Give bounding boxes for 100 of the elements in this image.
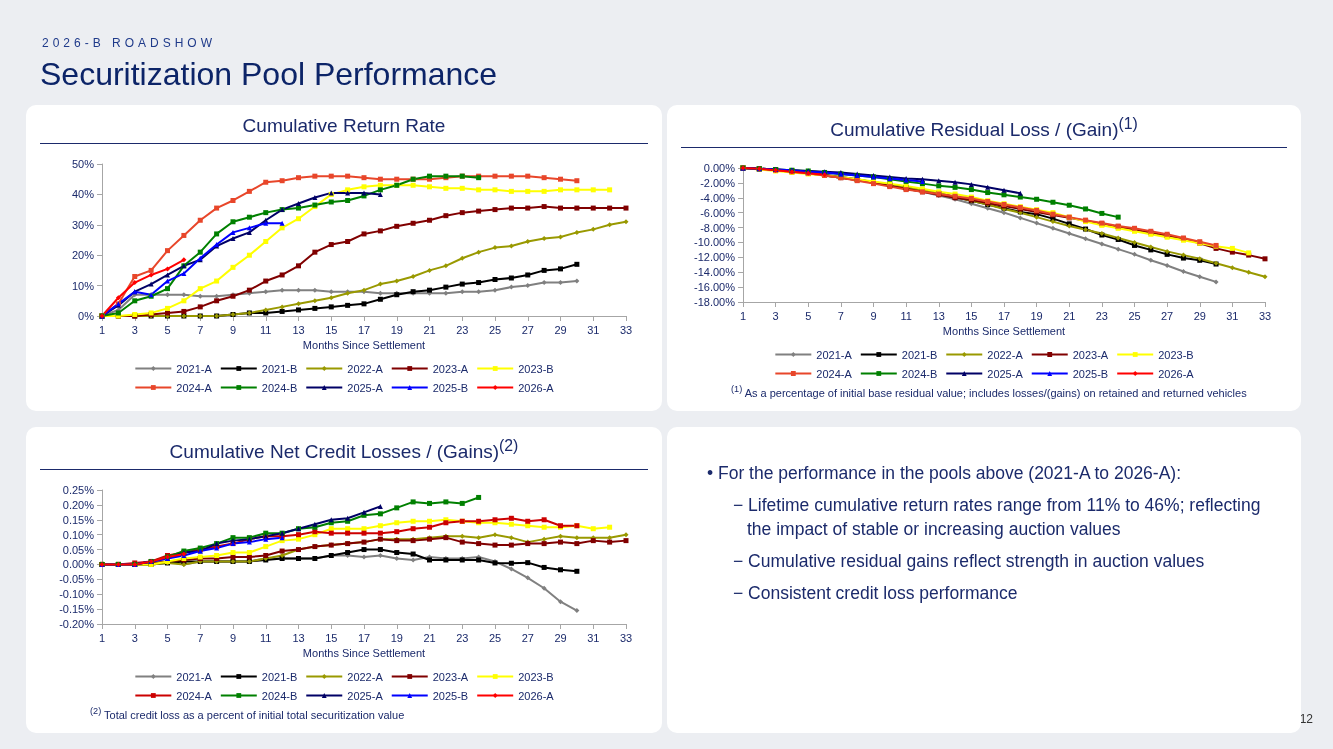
legend-label: 2026-A — [1158, 367, 1195, 380]
legend-label: 2024-B — [261, 689, 298, 702]
x-tick-label: 21 — [423, 631, 436, 644]
x-tick-label: 13 — [292, 631, 305, 644]
x-tick-label: 27 — [521, 323, 534, 336]
legend-label: 2021-B — [901, 348, 938, 361]
y-tick-label: 40% — [71, 188, 95, 201]
x-tick-label: 27 — [1161, 309, 1174, 322]
legend-label: 2025-B — [432, 381, 469, 394]
x-tick-label: 25 — [488, 323, 502, 336]
x-tick-label: 31 — [1226, 309, 1239, 322]
x-tick-label: 33 — [619, 631, 633, 644]
chart-title: Cumulative Residual Loss / (Gain)$^{(1)}$ — [681, 115, 1287, 149]
x-tick-label: 1 — [98, 631, 106, 644]
y-tick-label: -8.00% — [700, 221, 736, 234]
y-tick-label: 0% — [78, 310, 95, 322]
x-tick-label: 21 — [423, 323, 436, 336]
text: − Lifetime cumulative return rates range from 11% to 46%; reflecting the impact of stable or increasing auction values — [733, 494, 1261, 541]
x-tick-label: 7 — [197, 323, 204, 336]
legend-label: 2022-A — [347, 670, 384, 683]
legend-label: 2022-A — [987, 348, 1024, 361]
x-tick-label: 5 — [164, 323, 171, 336]
x-tick-label: 33 — [619, 323, 633, 336]
legend-label: 2023-A — [432, 670, 469, 683]
y-tick-label: 20% — [71, 249, 95, 262]
chart-title: Cumulative Net Credit Losses / (Gains)$^{(2)}$ — [40, 437, 648, 471]
legend-label: 2024-B — [901, 367, 938, 380]
y-tick-label: -4.00% — [700, 192, 736, 205]
legend-label: 2026-A — [518, 689, 555, 702]
x-axis-title: Months Since Settlement — [942, 325, 1066, 338]
y-tick-label: 0.15% — [62, 514, 95, 527]
x-tick-label: 27 — [521, 631, 534, 644]
x-tick-label: 17 — [357, 631, 371, 644]
x-tick-label: 29 — [1193, 309, 1206, 322]
x-tick-label: 23 — [456, 323, 469, 336]
x-tick-label: 31 — [587, 323, 600, 336]
x-tick-label: 3 — [772, 309, 779, 322]
y-tick-label: 50% — [71, 158, 95, 170]
x-tick-label: 31 — [587, 631, 600, 644]
y-tick-label: -12.00% — [694, 251, 736, 264]
legend-label: 2021-A — [176, 362, 213, 375]
legend-label: 2025-B — [432, 689, 469, 702]
x-tick-label: 15 — [965, 309, 978, 322]
x-tick-label: 3 — [131, 323, 138, 336]
legend-label: 2023-A — [1072, 348, 1109, 361]
x-tick-label: 5 — [805, 309, 812, 322]
legend-label: 2025-A — [347, 381, 384, 394]
legend-label: 2021-B — [261, 670, 298, 683]
y-tick-label: 0.25% — [62, 484, 95, 497]
legend-label: 2024-A — [176, 689, 213, 702]
y-tick-label: -6.00% — [700, 206, 736, 219]
x-axis-title: Months Since Settlement — [302, 647, 426, 660]
y-tick-label: -0.10% — [59, 588, 95, 601]
x-tick-label: 11 — [900, 309, 912, 322]
x-tick-label: 13 — [932, 309, 945, 322]
x-tick-label: 15 — [325, 631, 338, 644]
y-tick-label: 0.05% — [62, 543, 95, 556]
text: $^{(1)}$ As a percentage of initial base residual value; includes losses/(gains) on retained and returned vehicles — [731, 384, 1248, 399]
text: 2026-B ROADSHOW — [42, 36, 217, 50]
y-tick-label: 0.10% — [62, 528, 95, 541]
x-tick-label: 13 — [292, 323, 305, 336]
legend-label: 2026-A — [518, 381, 555, 394]
x-tick-label: 3 — [131, 631, 138, 644]
legend-label: 2024-B — [261, 381, 298, 394]
x-tick-label: 11 — [260, 323, 272, 336]
x-tick-label: 23 — [456, 631, 469, 644]
x-tick-label: 15 — [325, 323, 338, 336]
chart-title: Cumulative Return Rate — [40, 115, 648, 144]
y-tick-label: -0.05% — [59, 573, 95, 586]
legend-label: 2023-B — [1158, 348, 1194, 361]
y-tick-label: 0.20% — [62, 499, 95, 512]
x-tick-label: 33 — [1258, 309, 1272, 322]
x-tick-label: 5 — [164, 631, 171, 644]
x-tick-label: 7 — [837, 309, 844, 322]
legend-label: 2022-A — [347, 362, 384, 375]
y-tick-label: -2.00% — [700, 177, 736, 190]
y-tick-label: -18.00% — [694, 296, 736, 309]
x-tick-label: 29 — [554, 631, 567, 644]
x-tick-label: 19 — [390, 323, 403, 336]
legend-label: 2023-B — [518, 362, 554, 375]
legend-label: 2023-B — [518, 670, 554, 683]
x-tick-label: 23 — [1095, 309, 1108, 322]
text: • For the performance in the pools above (2021-A to 2026-A): — [707, 462, 1183, 485]
text: Securitization Pool Performance — [40, 56, 498, 93]
x-tick-label: 9 — [870, 309, 877, 322]
x-tick-label: 1 — [98, 323, 106, 336]
x-tick-label: 11 — [260, 631, 272, 644]
x-tick-label: 7 — [197, 631, 204, 644]
y-tick-label: -0.15% — [59, 603, 95, 616]
legend-label: 2025-A — [347, 689, 384, 702]
x-tick-label: 19 — [1030, 309, 1043, 322]
text: − Cumulative residual gains reflect strength in auction values — [733, 550, 1206, 573]
x-axis-title: Months Since Settlement — [302, 339, 426, 352]
x-tick-label: 9 — [229, 323, 237, 336]
y-tick-label: -14.00% — [694, 266, 736, 279]
legend-label: 2021-A — [816, 348, 853, 361]
x-tick-label: 19 — [390, 631, 403, 644]
legend-label: 2025-A — [987, 367, 1024, 380]
legend-label: 2024-A — [816, 367, 853, 380]
x-tick-label: 1 — [739, 309, 747, 322]
